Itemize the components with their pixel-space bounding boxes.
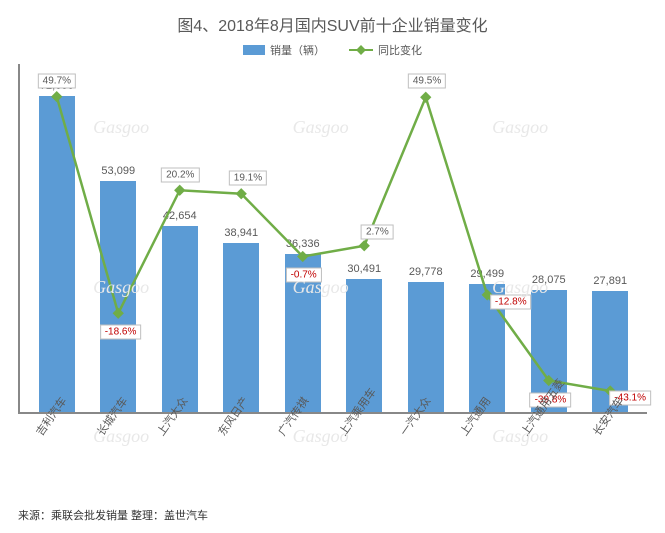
line-value-label: 49.7% <box>38 73 76 88</box>
legend-line: 同比变化 <box>349 42 422 58</box>
source-note: 来源：乘联会批发销量 整理：盖世汽车 <box>18 507 208 523</box>
line-value-label: 49.5% <box>408 74 446 89</box>
line-value-label: 19.1% <box>229 171 267 186</box>
line-value-label: 20.2% <box>161 167 199 182</box>
line-overlay <box>20 64 647 413</box>
line-value-label: 2.7% <box>361 225 394 240</box>
x-axis-labels: 吉利汽车长城汽车上汽大众东风日产广汽传祺上汽乘用车一汽大众上汽通用上汽通用五菱长… <box>18 414 647 450</box>
legend-bar: 销量（辆） <box>243 42 325 58</box>
legend: 销量（辆） 同比变化 <box>0 40 665 64</box>
line-value-label: -0.7% <box>286 268 322 283</box>
legend-line-swatch <box>349 49 373 51</box>
line-value-label: -12.8% <box>490 294 532 309</box>
chart-title: 图4、2018年8月国内SUV前十企业销量变化 <box>0 0 665 40</box>
legend-line-label: 同比变化 <box>378 42 422 58</box>
legend-bar-label: 销量（辆） <box>270 42 325 58</box>
chart-area: 72,60653,09942,65438,94136,33630,49129,7… <box>18 64 647 444</box>
legend-bar-swatch <box>243 45 265 55</box>
line-value-label: -18.6% <box>100 325 142 340</box>
plot-area: 72,60653,09942,65438,94136,33630,49129,7… <box>18 64 647 414</box>
